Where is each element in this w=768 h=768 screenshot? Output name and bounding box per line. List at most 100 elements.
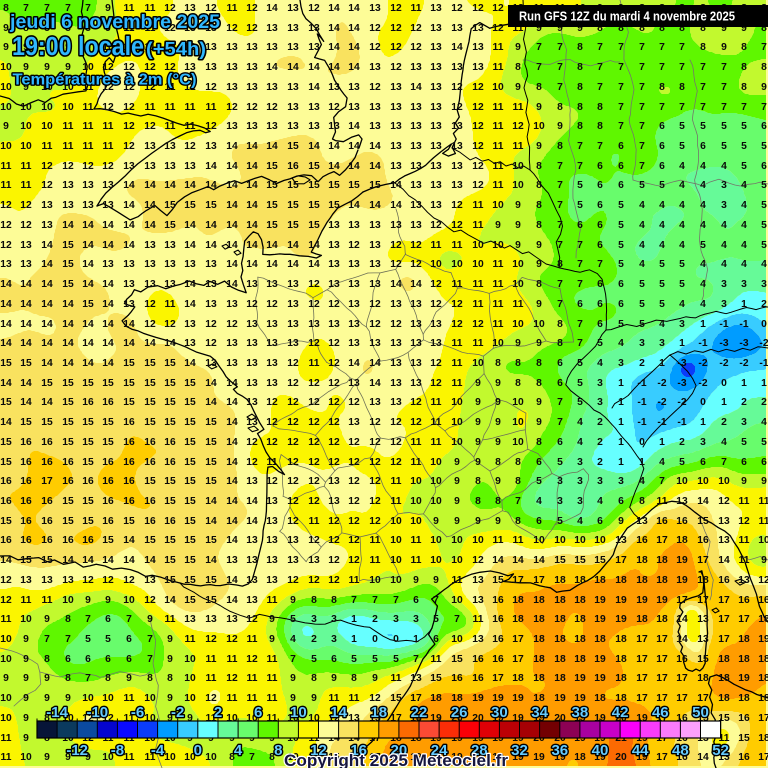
svg-text:4: 4 [639, 200, 645, 211]
svg-text:12: 12 [0, 240, 12, 251]
svg-text:13: 13 [144, 575, 156, 586]
svg-text:18: 18 [718, 673, 730, 684]
svg-text:14: 14 [20, 279, 32, 290]
svg-text:10: 10 [410, 496, 422, 507]
svg-text:15: 15 [430, 673, 442, 684]
svg-text:15: 15 [492, 575, 504, 586]
svg-text:10: 10 [62, 102, 74, 113]
svg-text:14: 14 [348, 23, 360, 34]
svg-text:11: 11 [431, 654, 442, 665]
svg-text:7: 7 [639, 121, 645, 132]
svg-text:15: 15 [164, 535, 176, 546]
svg-text:15: 15 [184, 200, 196, 211]
svg-text:10: 10 [144, 713, 156, 724]
svg-text:7: 7 [557, 240, 563, 251]
svg-text:16: 16 [350, 742, 367, 759]
svg-text:12: 12 [308, 299, 320, 310]
svg-text:12: 12 [328, 713, 340, 724]
svg-text:10: 10 [308, 713, 320, 724]
svg-text:13: 13 [184, 338, 196, 349]
svg-text:18: 18 [656, 555, 668, 566]
svg-text:15: 15 [184, 575, 196, 586]
svg-text:13: 13 [328, 82, 340, 93]
svg-text:18: 18 [554, 673, 566, 684]
svg-text:9: 9 [536, 397, 542, 408]
svg-text:17: 17 [718, 614, 730, 625]
svg-text:12: 12 [82, 575, 94, 586]
svg-text:-6: -6 [131, 704, 144, 721]
svg-text:12: 12 [308, 476, 320, 487]
svg-text:11: 11 [370, 535, 381, 546]
svg-text:4: 4 [700, 259, 706, 270]
svg-text:18: 18 [533, 595, 545, 606]
svg-text:14: 14 [62, 555, 74, 566]
svg-text:15: 15 [102, 417, 114, 428]
svg-text:3: 3 [577, 496, 583, 507]
svg-text:-3: -3 [719, 338, 728, 349]
svg-text:11: 11 [411, 555, 422, 566]
svg-text:16: 16 [123, 496, 135, 507]
svg-text:15: 15 [554, 555, 566, 566]
svg-text:5: 5 [618, 319, 624, 330]
svg-text:9: 9 [413, 575, 419, 586]
svg-text:13: 13 [62, 200, 74, 211]
svg-text:13: 13 [266, 338, 278, 349]
svg-text:9: 9 [311, 693, 317, 704]
svg-text:11: 11 [124, 713, 135, 724]
svg-text:13: 13 [246, 595, 258, 606]
svg-text:6: 6 [597, 200, 603, 211]
svg-text:4: 4 [700, 279, 706, 290]
svg-text:15: 15 [123, 516, 135, 527]
svg-text:12: 12 [287, 496, 299, 507]
svg-text:14: 14 [226, 161, 238, 172]
svg-text:8: 8 [515, 358, 521, 369]
svg-text:18: 18 [451, 693, 463, 704]
svg-text:14: 14 [184, 220, 196, 231]
svg-text:13: 13 [697, 614, 709, 625]
svg-text:26: 26 [451, 704, 468, 721]
svg-text:10: 10 [369, 575, 381, 586]
svg-text:13: 13 [348, 259, 360, 270]
svg-text:13: 13 [410, 121, 422, 132]
svg-text:13: 13 [266, 42, 278, 53]
svg-text:9: 9 [3, 673, 9, 684]
svg-text:6: 6 [700, 457, 706, 468]
svg-text:7: 7 [597, 82, 603, 93]
svg-text:16: 16 [102, 457, 114, 468]
svg-text:12: 12 [348, 555, 360, 566]
svg-text:5: 5 [659, 180, 665, 191]
svg-text:13: 13 [348, 102, 360, 113]
svg-text:5: 5 [761, 240, 767, 251]
svg-text:7: 7 [721, 102, 727, 113]
svg-text:9: 9 [721, 23, 727, 34]
svg-text:8: 8 [269, 752, 275, 763]
svg-text:13: 13 [226, 614, 238, 625]
svg-text:13: 13 [184, 23, 196, 34]
svg-text:6: 6 [577, 220, 583, 231]
svg-text:12: 12 [410, 417, 422, 428]
svg-text:5: 5 [290, 614, 296, 625]
svg-text:11: 11 [247, 693, 258, 704]
svg-text:16: 16 [656, 516, 668, 527]
svg-text:14: 14 [82, 358, 94, 369]
svg-text:8: 8 [515, 476, 521, 487]
svg-text:14: 14 [102, 338, 114, 349]
svg-text:12: 12 [472, 82, 484, 93]
svg-text:7: 7 [557, 279, 563, 290]
svg-text:10: 10 [594, 535, 606, 546]
svg-text:4: 4 [679, 200, 685, 211]
svg-text:19: 19 [472, 693, 484, 704]
svg-text:6: 6 [761, 121, 767, 132]
svg-text:10: 10 [533, 121, 545, 132]
svg-text:7: 7 [577, 141, 583, 152]
svg-text:10: 10 [410, 476, 422, 487]
svg-text:11: 11 [431, 437, 442, 448]
svg-text:5: 5 [761, 180, 767, 191]
svg-text:10: 10 [451, 634, 463, 645]
svg-text:6: 6 [85, 654, 91, 665]
svg-text:0: 0 [372, 634, 378, 645]
svg-text:4: 4 [700, 180, 706, 191]
svg-text:6: 6 [597, 319, 603, 330]
svg-text:14: 14 [62, 319, 74, 330]
svg-text:14: 14 [20, 319, 32, 330]
